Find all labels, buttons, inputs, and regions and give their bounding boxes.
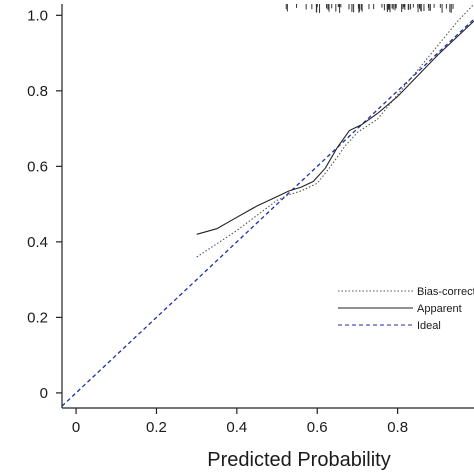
y-tick-label: 1.0: [27, 7, 48, 24]
x-tick-label: 0: [72, 419, 80, 436]
legend-label: Ideal: [417, 320, 441, 332]
series-line-ideal: [61, 18, 474, 407]
y-tick-label: 0: [40, 385, 48, 402]
x-axis: 00.20.40.60.81: [72, 408, 474, 436]
x-tick-label: 0.8: [387, 419, 408, 436]
x-tick-label: 0.6: [307, 419, 328, 436]
rug-ticks: [285, 4, 454, 13]
series-line-apparent: [196, 20, 474, 235]
y-tick-label: 0.4: [27, 234, 48, 251]
plot-frame: [61, 4, 474, 409]
y-tick-label: 0.8: [27, 83, 48, 100]
series-layer: [61, 3, 474, 407]
legend-label: Apparent: [417, 303, 462, 315]
legend: Bias-corrected Apparent Ideal: [338, 286, 474, 332]
y-tick-label: 0.2: [27, 309, 48, 326]
y-tick-label: 0.6: [27, 158, 48, 175]
x-tick-label: 0.4: [226, 419, 247, 436]
x-axis-title: Predicted Probability: [207, 449, 390, 471]
legend-label: Bias-corrected: [417, 286, 474, 298]
series-line-bias-corrected: [196, 3, 474, 258]
y-axis: 0 0.2 0.4 0.6 0.8 1.0: [27, 7, 62, 402]
x-tick-label: 0.2: [146, 419, 167, 436]
